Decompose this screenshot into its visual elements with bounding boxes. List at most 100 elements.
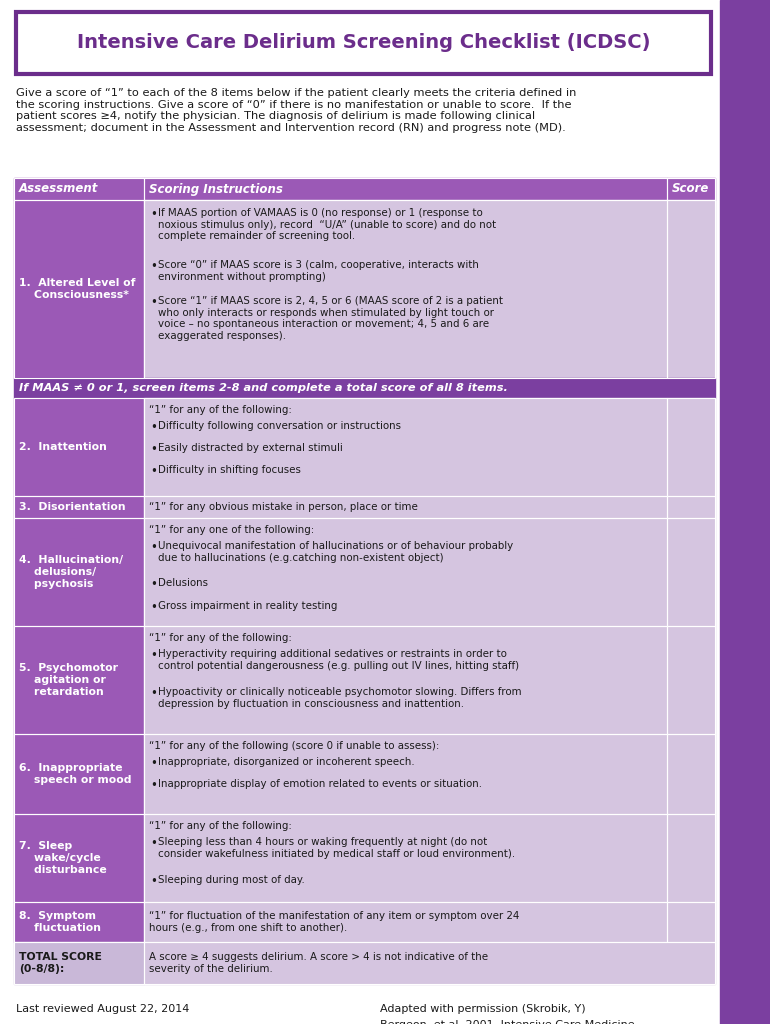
Bar [144, 814, 667, 902]
Bar [14, 942, 144, 984]
Text: Assessment: Assessment [19, 182, 99, 196]
Bar [14, 398, 144, 496]
Bar [14, 178, 144, 200]
Bar [667, 626, 715, 734]
Bar [144, 398, 667, 496]
Bar [144, 496, 667, 518]
Text: “1” for any of the following:: “1” for any of the following: [149, 821, 292, 831]
Bar [144, 496, 667, 518]
Text: Score “0” if MAAS score is 3 (calm, cooperative, interacts with
environment with: Score “0” if MAAS score is 3 (calm, coop… [158, 260, 479, 282]
Text: Sleeping less than 4 hours or waking frequently at night (do not
consider wakefu: Sleeping less than 4 hours or waking fre… [158, 837, 515, 858]
Bar [667, 814, 715, 902]
Text: Hypoactivity or clinically noticeable psychomotor slowing. Differs from
depressi: Hypoactivity or clinically noticeable ps… [158, 687, 521, 709]
Bar [144, 734, 667, 814]
Text: •: • [150, 296, 157, 309]
Text: Difficulty following conversation or instructions: Difficulty following conversation or ins… [158, 421, 401, 431]
Text: 8.  Symptom
    fluctuation: 8. Symptom fluctuation [19, 911, 101, 933]
Bar [667, 398, 715, 496]
Bar [144, 814, 667, 902]
Text: Score: Score [672, 182, 710, 196]
Bar [667, 178, 715, 200]
Text: Unequivocal manifestation of hallucinations or of behaviour probably
due to hall: Unequivocal manifestation of hallucinati… [158, 541, 514, 562]
Bar [667, 398, 715, 496]
Bar [14, 942, 144, 984]
Text: •: • [150, 443, 157, 456]
Bar [14, 200, 144, 378]
Bar [14, 626, 144, 734]
Text: •: • [150, 601, 157, 614]
Text: •: • [150, 208, 157, 221]
Text: 5.  Psychomotor
    agitation or
    retardation: 5. Psychomotor agitation or retardation [19, 664, 118, 696]
Text: Inappropriate, disorganized or incoherent speech.: Inappropriate, disorganized or incoheren… [158, 757, 414, 767]
Text: Last reviewed August 22, 2014: Last reviewed August 22, 2014 [16, 1004, 189, 1014]
Text: •: • [150, 837, 157, 850]
Text: Gross impairment in reality testing: Gross impairment in reality testing [158, 601, 337, 611]
Bar [14, 734, 144, 814]
Text: •: • [150, 779, 157, 792]
Bar [144, 518, 667, 626]
Text: •: • [150, 687, 157, 700]
Text: •: • [150, 421, 157, 434]
Bar [14, 902, 144, 942]
Text: “1” for any obvious mistake in person, place or time: “1” for any obvious mistake in person, p… [149, 502, 418, 512]
Bar [14, 626, 144, 734]
Text: Give a score of “1” to each of the 8 items below if the patient clearly meets th: Give a score of “1” to each of the 8 ite… [16, 88, 577, 133]
Text: •: • [150, 757, 157, 770]
Bar [667, 200, 715, 378]
Bar [144, 942, 715, 984]
Text: •: • [150, 649, 157, 662]
Text: Score “1” if MAAS score is 2, 4, 5 or 6 (MAAS score of 2 is a patient
who only i: Score “1” if MAAS score is 2, 4, 5 or 6 … [158, 296, 503, 341]
Text: 7.  Sleep
    wake/cycle
    disturbance: 7. Sleep wake/cycle disturbance [19, 842, 107, 874]
Text: 4.  Hallucination/
    delusions/
    psychosis: 4. Hallucination/ delusions/ psychosis [19, 555, 123, 589]
Bar [144, 178, 667, 200]
Text: Difficulty in shifting focuses: Difficulty in shifting focuses [158, 465, 301, 475]
Text: Inappropriate display of emotion related to events or situation.: Inappropriate display of emotion related… [158, 779, 482, 790]
Bar [667, 518, 715, 626]
Bar [144, 942, 715, 984]
Bar [16, 12, 711, 74]
Text: •: • [150, 578, 157, 591]
Bar [144, 200, 667, 378]
Bar [720, 0, 770, 1024]
Text: “1” for fluctuation of the manifestation of any item or symptom over 24
hours (e: “1” for fluctuation of the manifestation… [149, 911, 520, 933]
Text: 6.  Inappropriate
    speech or mood: 6. Inappropriate speech or mood [19, 763, 132, 784]
Bar [144, 178, 667, 200]
Bar [14, 518, 144, 626]
Text: A score ≥ 4 suggests delirium. A score > 4 is not indicative of the
severity of : A score ≥ 4 suggests delirium. A score >… [149, 952, 488, 974]
Text: “1” for any one of the following:: “1” for any one of the following: [149, 525, 314, 535]
Text: •: • [150, 541, 157, 554]
Bar [144, 902, 667, 942]
Bar [667, 518, 715, 626]
Bar [14, 200, 144, 378]
Bar [14, 902, 144, 942]
Text: Delusions: Delusions [158, 578, 208, 588]
Bar [667, 734, 715, 814]
Bar [14, 496, 144, 518]
Bar [667, 902, 715, 942]
Text: “1” for any of the following (score 0 if unable to assess):: “1” for any of the following (score 0 if… [149, 741, 440, 751]
Bar [144, 518, 667, 626]
Bar [14, 496, 144, 518]
Bar [144, 398, 667, 496]
Bar [14, 378, 715, 398]
Bar [14, 734, 144, 814]
Bar [14, 814, 144, 902]
Text: Intensive Care Delirium Screening Checklist (ICDSC): Intensive Care Delirium Screening Checkl… [77, 34, 650, 52]
Bar [667, 734, 715, 814]
Bar [144, 902, 667, 942]
Bar [14, 518, 144, 626]
Bar [14, 178, 144, 200]
Text: 1.  Altered Level of
    Consciousness*: 1. Altered Level of Consciousness* [19, 279, 136, 300]
Text: TOTAL SCORE
(0-8/8):: TOTAL SCORE (0-8/8): [19, 952, 102, 974]
Text: “1” for any of the following:: “1” for any of the following: [149, 406, 292, 415]
Text: Sleeping during most of day.: Sleeping during most of day. [158, 874, 305, 885]
Bar [14, 398, 144, 496]
Bar [144, 200, 667, 378]
Text: •: • [150, 465, 157, 478]
Text: •: • [150, 874, 157, 888]
Bar [667, 496, 715, 518]
Bar [667, 178, 715, 200]
Bar [667, 902, 715, 942]
Text: Scoring Instructions: Scoring Instructions [149, 182, 283, 196]
Bar [667, 496, 715, 518]
